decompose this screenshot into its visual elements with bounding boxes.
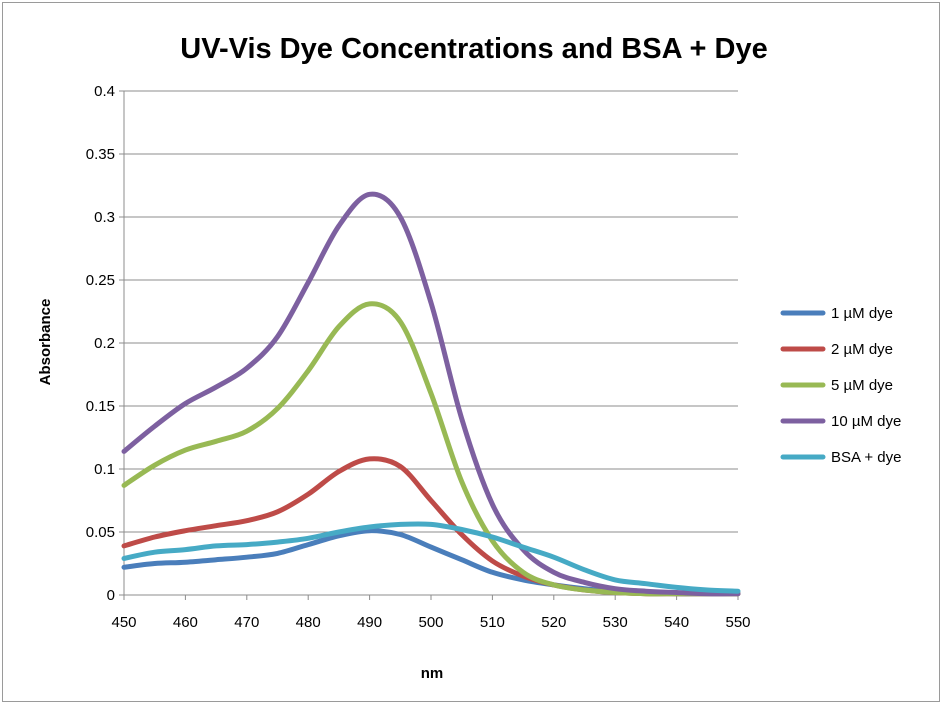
y-tick-label: 0.25 [86,272,115,289]
legend-label: 10 µM dye [831,413,901,430]
x-tick-label: 530 [603,614,628,631]
legend-label: BSA + dye [831,449,901,466]
gridlines [124,90,738,533]
y-tick-label: 0.1 [94,461,115,478]
x-tick-label: 470 [234,614,259,631]
x-axis-label: nm [421,665,444,682]
chart-title: UV-Vis Dye Concentrations and BSA + Dye [180,33,767,65]
legend-label: 5 µM dye [831,377,893,394]
series-line-4 [121,191,741,597]
y-tick-label: 0.35 [86,146,115,163]
x-tick-label: 460 [173,614,198,631]
legend: 1 µM dye 2 µM dye 5 µM dye 10 µM dye BSA + d… [780,305,901,466]
x-tick-label: 510 [480,614,505,631]
x-axis-ticks: 450 460 470 480 490 500 510 520 530 540 550 [111,595,751,631]
x-tick-label: 450 [111,614,136,631]
x-tick-label: 490 [357,614,382,631]
x-tick-label: 520 [541,614,566,631]
y-axis-label: Absorbance [37,299,54,386]
legend-label: 2 µM dye [831,341,893,358]
x-tick-label: 500 [418,614,443,631]
legend-label: 1 µM dye [831,305,893,322]
line-chart: UV-Vis Dye Concentrations and BSA + Dye … [37,33,901,682]
x-tick-label: 540 [664,614,689,631]
y-tick-label: 0.4 [94,83,115,100]
y-tick-label: 0.3 [94,209,115,226]
y-tick-label: 0.05 [86,524,115,541]
series-line-3 [121,301,741,597]
y-axis-ticks: 0 0.05 0.1 0.15 0.2 0.25 0.3 0.35 0.4 [86,83,124,604]
y-tick-label: 0.2 [94,335,115,352]
x-tick-label: 550 [725,614,750,631]
y-tick-label: 0 [107,587,115,604]
series-line-5 [121,521,741,594]
series-lines [121,191,741,597]
x-tick-label: 480 [296,614,321,631]
y-tick-label: 0.15 [86,398,115,415]
